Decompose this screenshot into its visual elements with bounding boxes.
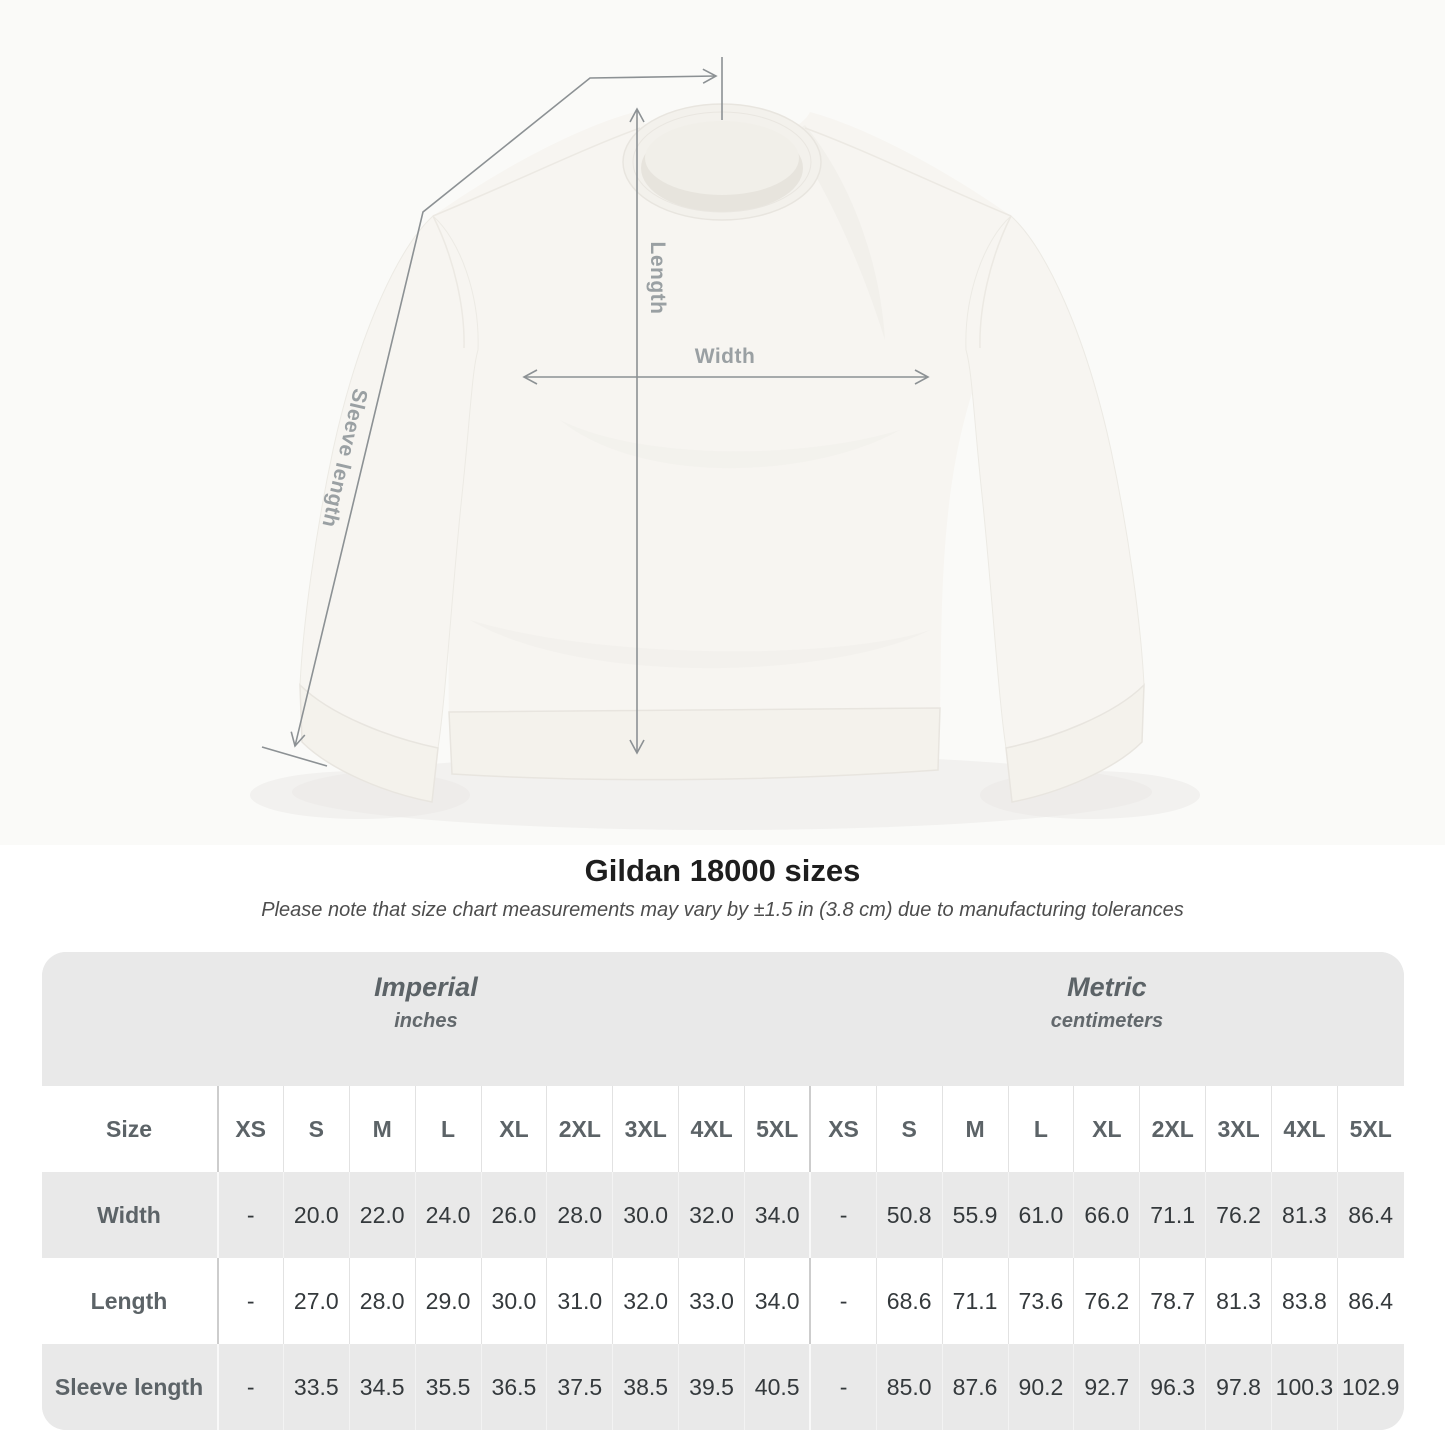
width-measure-label: Width	[694, 345, 756, 368]
cell: 31.0	[546, 1258, 613, 1344]
cell: 29.0	[414, 1258, 481, 1344]
cell: 96.3	[1139, 1344, 1206, 1430]
cell: 35.5	[414, 1344, 481, 1430]
cell: 87.6	[941, 1344, 1008, 1430]
size-header-imperial-5xl: 5XL	[744, 1086, 811, 1172]
cell: 71.1	[1139, 1172, 1206, 1258]
cell: 33.5	[282, 1344, 350, 1430]
cell: 76.2	[1073, 1258, 1140, 1344]
cell: 38.5	[612, 1344, 679, 1430]
size-header-imperial-m: M	[348, 1086, 416, 1172]
size-header-metric-2xl: 2XL	[1139, 1086, 1206, 1172]
size-header-metric-3xl: 3XL	[1205, 1086, 1272, 1172]
cell: 33.0	[678, 1258, 745, 1344]
cell: 61.0	[1007, 1172, 1074, 1258]
page-title: Gildan 18000 sizes	[584, 853, 861, 888]
cell: 92.7	[1073, 1344, 1140, 1430]
size-header-metric-xl: XL	[1073, 1086, 1140, 1172]
size-header-metric-xs: XS	[809, 1086, 877, 1172]
cell: 83.8	[1271, 1258, 1338, 1344]
cell: 27.0	[282, 1258, 350, 1344]
imperial-title: Imperial	[374, 972, 478, 1002]
cell: 30.0	[612, 1172, 679, 1258]
size-header-metric-5xl: 5XL	[1336, 1086, 1404, 1172]
cell: 81.3	[1205, 1258, 1272, 1344]
cell: 28.0	[348, 1258, 416, 1344]
measurement-lines	[261, 57, 930, 767]
metric-section-header: Metric centimeters	[810, 952, 1404, 1086]
row-label-length: Length	[41, 1258, 218, 1344]
cell: 34.5	[348, 1344, 416, 1430]
cell: 71.1	[941, 1258, 1008, 1344]
unit-header-row: Imperial inches Metric centimeters	[41, 952, 1404, 1086]
cell: 100.3	[1271, 1344, 1338, 1430]
cell: 30.0	[480, 1258, 547, 1344]
metric-title: Metric	[1067, 972, 1147, 1002]
row-label-width: Width	[41, 1172, 218, 1258]
cell: 34.0	[744, 1172, 811, 1258]
cell: 36.5	[480, 1344, 547, 1430]
cell: 86.4	[1336, 1258, 1404, 1344]
size-table-card: Imperial inches Metric centimeters Size …	[41, 952, 1404, 1430]
cell: -	[216, 1258, 284, 1344]
size-header-metric-4xl: 4XL	[1271, 1086, 1338, 1172]
row-label-sleeve-length: Sleeve length	[41, 1344, 218, 1430]
cell: 40.5	[744, 1344, 811, 1430]
cell: 22.0	[348, 1172, 416, 1258]
cell: 50.8	[875, 1172, 943, 1258]
cell: 73.6	[1007, 1258, 1074, 1344]
size-header-imperial-s: S	[282, 1086, 350, 1172]
cell: 102.9	[1336, 1344, 1404, 1430]
size-header-imperial-4xl: 4XL	[678, 1086, 745, 1172]
size-header-metric-l: L	[1007, 1086, 1074, 1172]
cell: 32.0	[678, 1172, 745, 1258]
size-header-metric-s: S	[875, 1086, 943, 1172]
size-header-row: Size XS S M L XL 2XL 3XL 4XL 5XL XS S M …	[41, 1086, 1404, 1172]
cell: 55.9	[941, 1172, 1008, 1258]
size-header-imperial-3xl: 3XL	[612, 1086, 679, 1172]
size-header-imperial-xl: XL	[480, 1086, 547, 1172]
table-row-sleeve-length: Sleeve length - 33.5 34.5 35.5 36.5 37.5…	[41, 1344, 1404, 1430]
garment-diagram: Length Width Sleeve length	[261, 57, 1145, 803]
size-header-imperial-2xl: 2XL	[546, 1086, 613, 1172]
cell: 90.2	[1007, 1344, 1074, 1430]
cell: 28.0	[546, 1172, 613, 1258]
cell: 32.0	[612, 1258, 679, 1344]
length-measure-label: Length	[646, 241, 669, 315]
cell: 26.0	[480, 1172, 547, 1258]
cell: 24.0	[414, 1172, 481, 1258]
tolerance-note: Please note that size chart measurements…	[261, 899, 1184, 921]
size-header-metric-m: M	[941, 1086, 1008, 1172]
cell: 20.0	[282, 1172, 350, 1258]
cell: -	[216, 1344, 284, 1430]
imperial-unit: inches	[394, 1010, 458, 1032]
size-header-imperial-xs: XS	[216, 1086, 284, 1172]
cell: 86.4	[1336, 1172, 1404, 1258]
cell: 85.0	[875, 1344, 943, 1430]
table-row-width: Width - 20.0 22.0 24.0 26.0 28.0 30.0 32…	[41, 1172, 1404, 1258]
table-row-length: Length - 27.0 28.0 29.0 30.0 31.0 32.0 3…	[41, 1258, 1404, 1344]
sweatshirt-illustration	[261, 57, 1145, 803]
cell: -	[809, 1344, 877, 1430]
cell: -	[809, 1172, 877, 1258]
cell: 34.0	[744, 1258, 811, 1344]
cell: 68.6	[875, 1258, 943, 1344]
cell: 37.5	[546, 1344, 613, 1430]
metric-unit: centimeters	[1050, 1010, 1164, 1032]
cell: 39.5	[678, 1344, 745, 1430]
cell: 76.2	[1205, 1172, 1272, 1258]
caption: Gildan 18000 sizes Please note that size…	[0, 853, 1445, 922]
cell: -	[809, 1258, 877, 1344]
size-column-header: Size	[41, 1086, 218, 1172]
cell: -	[216, 1172, 284, 1258]
size-table: Imperial inches Metric centimeters Size …	[41, 952, 1404, 1430]
cell: 97.8	[1205, 1344, 1272, 1430]
cell: 66.0	[1073, 1172, 1140, 1258]
cell: 81.3	[1271, 1172, 1338, 1258]
cell: 78.7	[1139, 1258, 1206, 1344]
size-header-imperial-l: L	[414, 1086, 481, 1172]
imperial-section-header: Imperial inches	[41, 952, 811, 1086]
